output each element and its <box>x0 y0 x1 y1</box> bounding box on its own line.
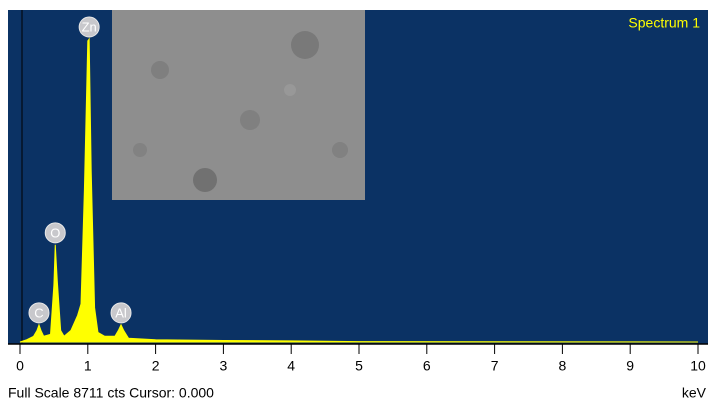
image-texture <box>291 31 319 59</box>
image-texture <box>284 84 296 96</box>
x-tick-label: 1 <box>84 358 92 374</box>
x-tick-label: 6 <box>423 358 431 374</box>
peak-label-text: Al <box>115 305 127 320</box>
image-texture <box>193 168 217 192</box>
peak-label: Al <box>111 303 131 323</box>
peak-label: O <box>45 223 65 243</box>
peak-label-text: C <box>34 305 43 320</box>
sem-image <box>112 10 365 200</box>
x-tick-label: 0 <box>16 358 24 374</box>
x-tick-label: 10 <box>690 358 706 374</box>
image-frame <box>112 10 365 200</box>
image-texture <box>240 110 260 130</box>
x-tick-label: 9 <box>626 358 634 374</box>
image-texture <box>151 61 169 79</box>
peak-label: C <box>29 303 49 323</box>
peak-label: Zn <box>79 17 99 37</box>
chart: Spectrum 1 Full Scale 8711 cts Cursor: 0… <box>0 0 708 404</box>
x-tick-label: 7 <box>491 358 499 374</box>
peak-label-text: Zn <box>82 19 97 34</box>
image-texture <box>133 143 147 157</box>
x-tick-label: 4 <box>287 358 295 374</box>
x-tick-label: 5 <box>355 358 363 374</box>
spectrum-title: Spectrum 1 <box>628 15 700 31</box>
x-axis-label: keV <box>682 385 707 401</box>
peak-label-text: O <box>50 225 60 240</box>
x-tick-label: 8 <box>559 358 567 374</box>
image-texture <box>332 142 348 158</box>
x-tick-label: 3 <box>220 358 228 374</box>
x-tick-label: 2 <box>152 358 160 374</box>
footer: Full Scale 8711 cts Cursor: 0.000 <box>8 385 214 401</box>
